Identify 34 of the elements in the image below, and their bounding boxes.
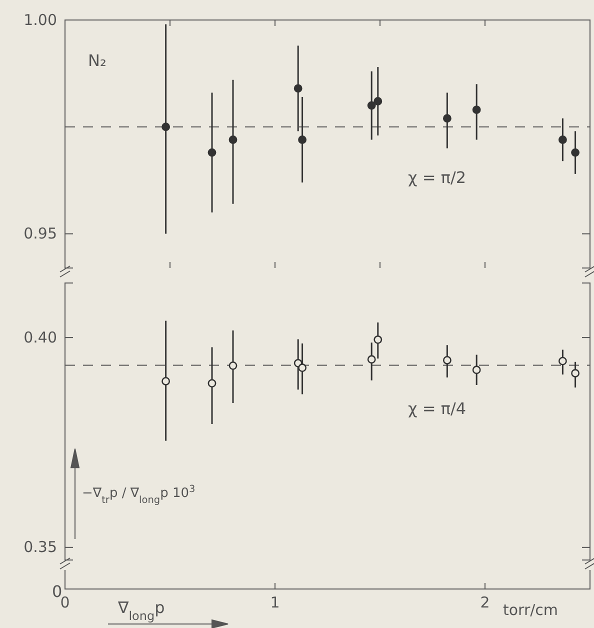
point <box>374 335 382 344</box>
point <box>208 148 216 157</box>
point <box>162 377 170 386</box>
x-tick-label: 1 <box>270 594 280 612</box>
point <box>228 136 238 144</box>
point <box>442 114 452 123</box>
annotation: N₂ <box>88 51 106 70</box>
point <box>472 106 481 114</box>
y-tick-label: 0.35 <box>24 538 57 556</box>
point <box>208 379 216 388</box>
text: ∇$_{long}$p <box>117 598 165 623</box>
x-axis-title: torr/cm <box>503 601 558 619</box>
y-tick-label: 1.00 <box>24 10 57 29</box>
point <box>442 356 452 364</box>
point <box>294 84 302 93</box>
annotation: χ = π/4 <box>408 399 466 418</box>
x-tick-label: 2 <box>480 594 490 612</box>
point <box>162 122 170 132</box>
x-tick-label: 0 <box>60 594 70 612</box>
point <box>298 136 307 144</box>
point <box>571 148 580 157</box>
point <box>367 101 376 110</box>
point <box>571 369 580 378</box>
y-tick-label: 0.95 <box>24 224 57 243</box>
y-axis-title: −∇$_{tr}$p / ∇$_{long}$p 10$^{3}$ <box>82 484 196 506</box>
point <box>367 355 376 364</box>
point <box>374 97 382 106</box>
y-tick-label: 0.40 <box>24 328 57 346</box>
point <box>558 136 567 144</box>
annotation: χ = π/2 <box>408 168 466 187</box>
point <box>558 356 567 366</box>
point <box>472 366 481 374</box>
point <box>298 364 307 372</box>
point <box>228 361 238 370</box>
